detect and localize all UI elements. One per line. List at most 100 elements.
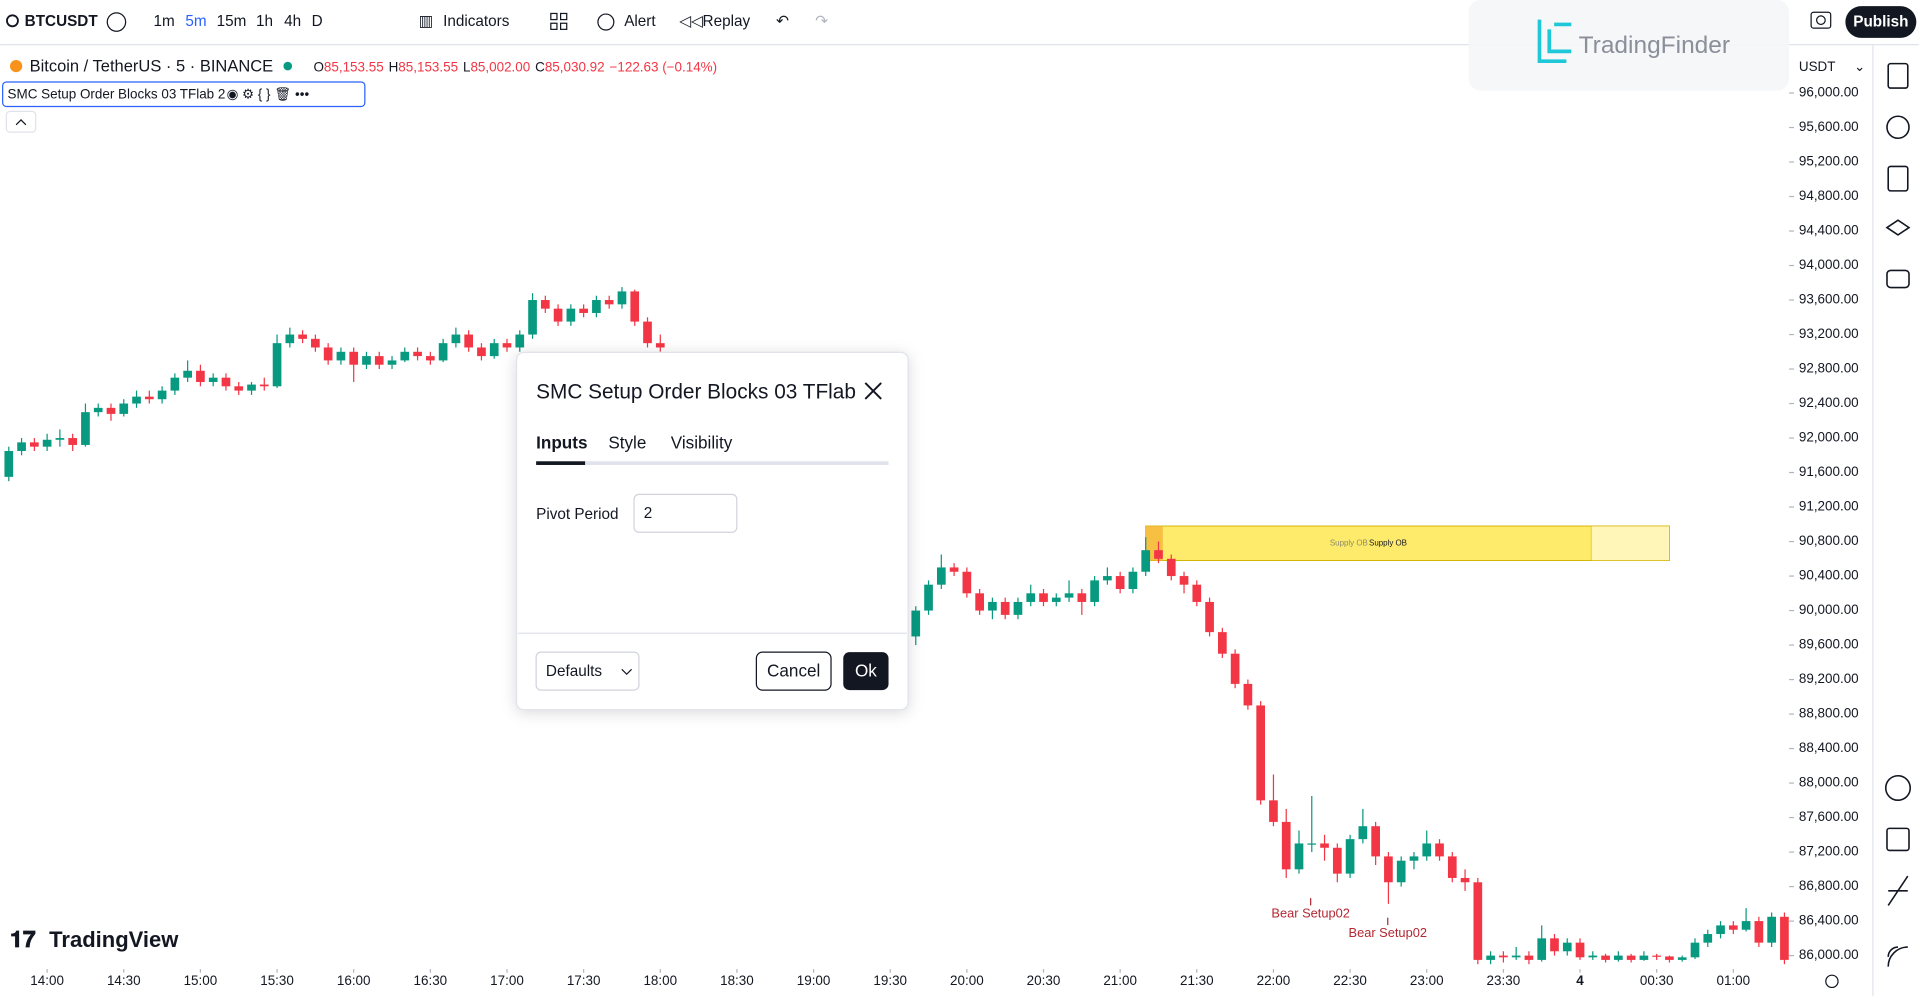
interval[interactable]: 1m	[154, 13, 175, 30]
candle-body	[1447, 856, 1457, 878]
indicator-row[interactable]	[2, 81, 366, 108]
tab[interactable]: Inputs	[536, 433, 587, 453]
candle-body	[988, 601, 997, 611]
x-tick-label: 01:00	[1717, 973, 1751, 988]
publish[interactable]: Publish	[1853, 14, 1908, 31]
candle-body	[17, 442, 26, 451]
field-input[interactable]	[633, 493, 738, 533]
legend-value: 85,153.55	[324, 59, 384, 74]
y-tick-label: 94,400.00	[1799, 223, 1859, 238]
undo[interactable]: ↶	[776, 13, 789, 30]
dialog: SMC Setup Order Blocks 03 TFlab Inputs S…	[515, 351, 909, 711]
ok-button[interactable]	[843, 652, 889, 691]
candle-body	[489, 343, 499, 357]
currency-caret: ⌄	[1854, 59, 1865, 74]
candle-body	[1141, 550, 1151, 572]
target-icon[interactable]	[1884, 774, 1912, 802]
cancel-button[interactable]	[755, 651, 832, 691]
alert[interactable]: Alert	[624, 13, 656, 30]
y-tick-label: 89,600.00	[1799, 637, 1859, 652]
candle-body	[911, 610, 921, 637]
interval[interactable]: 1h	[256, 13, 273, 30]
camera-icon[interactable]	[1810, 11, 1832, 29]
layout-icon[interactable]	[550, 12, 558, 21]
y-tick-label: 94,800.00	[1799, 188, 1859, 203]
candle-body	[1192, 584, 1202, 602]
stream-icon[interactable]	[1887, 946, 1908, 967]
interval[interactable]: 4h	[284, 13, 301, 30]
candle-body	[477, 347, 486, 357]
candle-body	[1039, 593, 1048, 602]
indicator-actions[interactable]: ◉ ⚙ { } 🗑 •••	[227, 86, 310, 101]
candle-body	[1626, 955, 1636, 960]
tab[interactable]: Style	[608, 433, 646, 453]
candle-body	[42, 439, 52, 447]
symbol[interactable]: BTCUSDT	[25, 13, 99, 30]
x-tick-label: 14:00	[30, 973, 64, 988]
candle-body	[643, 321, 652, 344]
intervals: 1m 5m 15m 1h 4h D	[154, 13, 323, 30]
indicator-label[interactable]: SMC Setup Order Blocks 03 TFlab 2	[8, 86, 226, 101]
x-tick-label: 20:30	[1027, 973, 1061, 988]
notes-icon[interactable]	[1887, 165, 1909, 192]
interval[interactable]: D	[312, 13, 323, 30]
candle-body	[1396, 860, 1406, 883]
candle-body	[285, 334, 295, 344]
interval[interactable]: 5m	[185, 13, 206, 30]
layout-icon	[550, 22, 558, 30]
settings-icon[interactable]	[1825, 974, 1839, 989]
x-tick-label: 4	[1576, 973, 1584, 988]
replay[interactable]: Replay	[703, 13, 751, 30]
candle-body	[936, 567, 946, 585]
candle-body	[1243, 683, 1253, 706]
candle-body	[962, 571, 972, 594]
layers-icon[interactable]	[1885, 219, 1911, 236]
candle-body	[540, 300, 550, 309]
candle-body	[1422, 843, 1432, 857]
candle-body	[311, 338, 320, 348]
alerts-icon[interactable]	[1886, 115, 1910, 140]
candle-body	[1179, 576, 1189, 585]
chat-icon[interactable]	[1886, 269, 1910, 289]
logo-mark: 𝟏𝟕	[10, 926, 36, 952]
candle-body	[1690, 942, 1700, 958]
search-icon[interactable]	[6, 14, 19, 28]
defaults[interactable]: Defaults	[546, 663, 602, 680]
y-tick-label: 94,000.00	[1799, 257, 1859, 272]
candle-body	[1281, 821, 1291, 870]
x-tick-label: 16:00	[337, 973, 371, 988]
collapse-button[interactable]	[5, 110, 37, 133]
x-tick-label: 18:30	[720, 973, 754, 988]
candle-body	[1103, 576, 1112, 581]
defaults-button[interactable]	[535, 651, 640, 691]
candle-body	[1767, 916, 1776, 943]
field-value[interactable]: 2	[644, 505, 653, 522]
currency[interactable]: USDT	[1799, 59, 1836, 74]
y-tick-label: 88,800.00	[1799, 706, 1859, 721]
ok[interactable]: Ok	[855, 660, 877, 680]
calendar-icon[interactable]	[1886, 827, 1910, 852]
draw-icon[interactable]	[1887, 875, 1909, 906]
cancel[interactable]: Cancel	[767, 660, 820, 680]
publish-button[interactable]	[1845, 6, 1917, 38]
y-tick-label: 86,000.00	[1799, 947, 1859, 962]
layout-icon	[559, 12, 568, 21]
legend-title: Bitcoin / TetherUS · 5 · BINANCE	[30, 58, 274, 76]
candle-body	[208, 377, 218, 382]
candle-body	[349, 351, 359, 365]
interval[interactable]: 15m	[217, 13, 247, 30]
y-tick-label: 86,800.00	[1799, 878, 1859, 893]
y-tick-label: 89,200.00	[1799, 671, 1859, 686]
indicators[interactable]: Indicators	[443, 13, 510, 30]
candle-body	[247, 384, 256, 391]
add-symbol[interactable]	[106, 12, 127, 32]
watchlist-icon[interactable]	[1887, 62, 1909, 89]
candle-body	[387, 360, 397, 365]
tab[interactable]: Visibility	[671, 433, 733, 453]
candle-body	[426, 356, 435, 361]
candle-body	[975, 593, 984, 611]
redo[interactable]: ↷	[815, 13, 828, 30]
candle-body	[1294, 843, 1304, 870]
candle-body	[1511, 955, 1521, 958]
close-button[interactable]	[864, 382, 882, 400]
